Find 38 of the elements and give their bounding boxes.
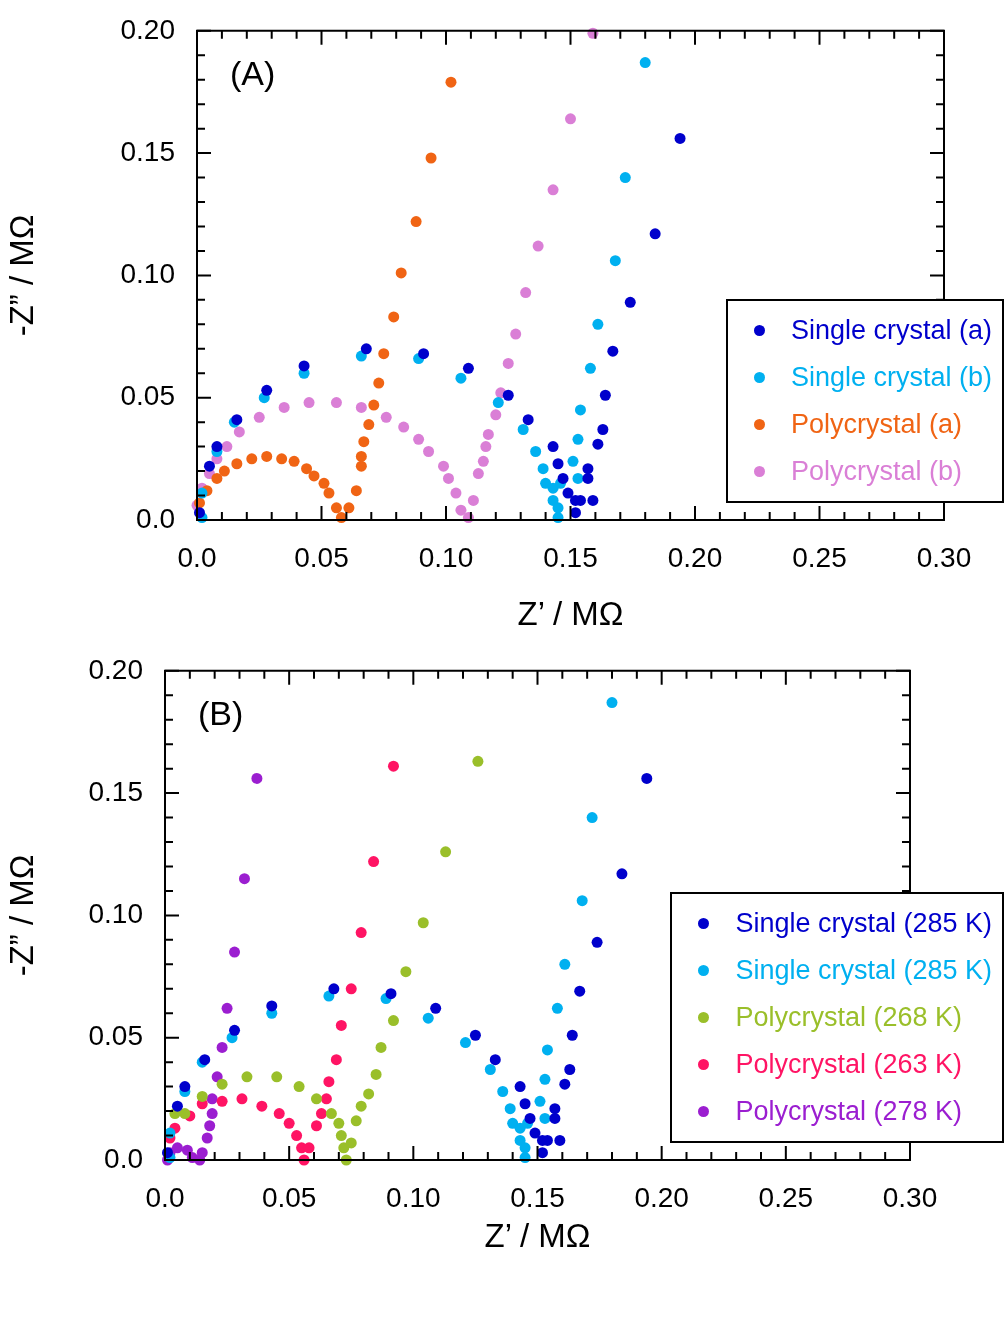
x-tick-label: 0.10: [386, 1181, 441, 1213]
legend-label: Polycrystal (263 K): [735, 1048, 962, 1081]
x-tick-label: 0.05: [261, 1181, 317, 1213]
x-tick-label: 0.30: [916, 541, 972, 573]
legend-label: Single crystal (285 K): [735, 954, 992, 987]
legend-label: Polycrystal (b): [790, 455, 962, 488]
y-tick-label: 0.15: [88, 775, 143, 807]
legend-label: Polycrystal (268 K): [735, 1001, 962, 1034]
legend-label: Polycrystal (278 K): [735, 1095, 962, 1128]
x-axis-title: Z’ / MΩ: [484, 1217, 591, 1255]
y-tick-label: 0.20: [120, 13, 175, 45]
legend-label: Single crystal (a): [790, 314, 992, 347]
x-tick-label: 0.20: [667, 541, 723, 573]
x-tick-label: 0.15: [510, 1181, 565, 1213]
y-axis-title: -Z” / MΩ: [2, 854, 40, 977]
y-axis-title: -Z” / MΩ: [2, 214, 40, 337]
y-tick-label: 0.15: [120, 135, 175, 167]
legend-label: Single crystal (b): [790, 361, 992, 394]
y-tick-label: 0.20: [88, 653, 143, 685]
y-tick-label: 0.0: [136, 502, 175, 534]
x-tick-label: 0.10: [418, 541, 474, 573]
y-tick-label: 0.05: [120, 380, 175, 412]
annotation: (A): [230, 54, 276, 93]
y-tick-label: 0.10: [120, 258, 175, 290]
x-tick-label: 0.05: [294, 541, 349, 573]
x-tick-label: 0.25: [758, 1181, 814, 1213]
x-tick-label: 0.30: [882, 1181, 938, 1213]
x-tick-label: 0.0: [177, 541, 217, 573]
y-tick-label: 0.10: [88, 898, 143, 930]
x-tick-label: 0.20: [634, 1181, 689, 1213]
x-tick-label: 0.25: [792, 541, 847, 573]
x-tick-label: 0.15: [543, 541, 598, 573]
legend-label: Single crystal (285 K): [735, 907, 992, 940]
y-tick-label: 0.0: [104, 1142, 143, 1174]
x-axis-title: Z’ / MΩ: [517, 595, 624, 633]
legend-label: Polycrystal (a): [790, 408, 962, 441]
y-tick-label: 0.05: [88, 1020, 143, 1052]
annotation: (B): [198, 694, 244, 733]
